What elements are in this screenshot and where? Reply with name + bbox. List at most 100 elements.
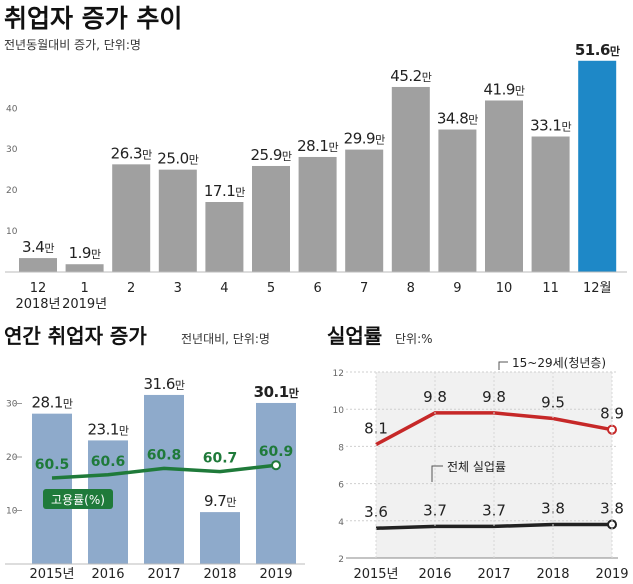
top-bar-label-2: 26.3만 bbox=[111, 144, 152, 162]
top-y-tick-20: 20 bbox=[6, 186, 18, 196]
annual-bar-4 bbox=[256, 402, 296, 564]
unemployment-y-tick-12: 12 bbox=[333, 369, 344, 379]
employment-rate-legend-box bbox=[43, 489, 113, 509]
top-bar-label-5: 25.9만 bbox=[250, 146, 291, 164]
annual-chart-y-ticks: 10 20 30 bbox=[6, 400, 22, 517]
total-callout-line bbox=[431, 465, 443, 482]
unemployment-y-tick-6: 6 bbox=[338, 481, 344, 491]
annual-category-1: 2016 bbox=[91, 567, 124, 582]
annual-category-0: 2015년 bbox=[29, 567, 74, 582]
top-bar-8 bbox=[391, 86, 430, 272]
top-bar-label-9: 34.8만 bbox=[437, 110, 478, 128]
top-category-year-0: 2018년 bbox=[15, 297, 60, 312]
annual-bar-3 bbox=[200, 512, 240, 564]
top-bar-9 bbox=[438, 129, 477, 272]
top-bar-5 bbox=[252, 165, 290, 272]
annual-bar-0 bbox=[32, 413, 72, 564]
unemployment-chart-subtitle: 단위:% bbox=[395, 332, 433, 346]
annual-chart-categories: 2015년 2016 2017 2018 2019 bbox=[29, 567, 292, 582]
annual-chart-subtitle: 전년대비, 단위:명 bbox=[181, 332, 270, 346]
total-series-callout: 전체 실업률 bbox=[431, 460, 506, 482]
top-category-4: 4 bbox=[220, 281, 228, 296]
top-bar-4 bbox=[205, 201, 244, 272]
annual-y-tick-10: 10 bbox=[6, 507, 18, 517]
top-bar-3 bbox=[158, 169, 197, 272]
annual-bar-label-3: 9.7만 bbox=[204, 492, 236, 510]
unemployment-category-0: 2015년 bbox=[353, 567, 398, 582]
unemployment-chart-title: 실업률 bbox=[327, 324, 382, 348]
employment-rate-path bbox=[51, 463, 277, 480]
annual-bar-label-0: 28.1만 bbox=[31, 394, 72, 412]
youth-series-callout: 15~29세(청년층) bbox=[498, 356, 606, 370]
top-bar-11 bbox=[531, 136, 570, 272]
top-category-2: 2 bbox=[127, 281, 135, 296]
employment-rate-label-1: 60.6 bbox=[91, 454, 126, 470]
youth-series-label: 15~29세(청년층) bbox=[512, 356, 606, 370]
employment-rate-label-3: 60.7 bbox=[203, 451, 238, 467]
top-bar-10 bbox=[485, 100, 523, 272]
annual-chart-bars: 28.1만 23.1만 31.6만 9.7만 30.1만 bbox=[31, 375, 299, 564]
unemployment-category-4: 2019 bbox=[595, 567, 628, 582]
top-category-6: 6 bbox=[313, 281, 321, 296]
employment-rate-label-0: 60.5 bbox=[35, 457, 70, 473]
unemployment-y-tick-2: 2 bbox=[338, 555, 344, 565]
unemployment-chart-categories: 2015년 2016 2017 2018 2019 bbox=[353, 372, 629, 582]
top-bar-label-6: 28.1만 bbox=[297, 137, 338, 155]
top-category-8: 8 bbox=[407, 281, 415, 296]
top-category-year-1: 2019년 bbox=[62, 297, 107, 312]
top-bar-6 bbox=[298, 156, 337, 272]
top-category-10: 10 bbox=[496, 281, 513, 296]
unemployment-label-1-1: 3.7 bbox=[423, 501, 447, 519]
top-chart-title: 취업자 증가 추이 bbox=[4, 4, 182, 33]
top-bar-12 bbox=[578, 60, 617, 272]
top-y-tick-10: 10 bbox=[6, 227, 18, 237]
top-y-tick-30: 30 bbox=[6, 145, 18, 155]
top-bar-label-0: 3.4만 bbox=[22, 238, 54, 256]
top-bar-label-8: 45.2만 bbox=[390, 67, 431, 85]
top-chart-y-ticks: 10 20 30 40 bbox=[6, 104, 18, 237]
annual-bar-label-4: 30.1만 bbox=[254, 383, 299, 401]
top-category-11: 11 bbox=[542, 281, 559, 296]
unemployment-category-3: 2018 bbox=[536, 567, 569, 582]
annual-category-3: 2018 bbox=[203, 567, 236, 582]
employment-rate-legend: 고용률(%) bbox=[43, 489, 113, 509]
annual-bar-2 bbox=[144, 394, 184, 564]
annual-bar-label-1: 23.1만 bbox=[87, 420, 128, 438]
top-bar-label-4: 17.1만 bbox=[204, 182, 245, 200]
top-chart-subtitle: 전년동월대비 증가, 단위:명 bbox=[4, 38, 141, 52]
annual-y-tick-20: 20 bbox=[6, 453, 18, 463]
unemployment-category-2: 2017 bbox=[477, 567, 510, 582]
unemployment-series-path-1 bbox=[375, 522, 612, 530]
employment-rate-line: 60.5 60.6 60.8 60.7 60.9 bbox=[35, 444, 294, 480]
employment-rate-label-2: 60.8 bbox=[147, 447, 182, 463]
top-bar-label-10: 41.9만 bbox=[483, 80, 524, 98]
top-bar-label-3: 25.0만 bbox=[157, 150, 198, 168]
top-bar-2 bbox=[112, 164, 151, 272]
top-bar-label-1: 1.9만 bbox=[69, 244, 101, 262]
top-category-7: 7 bbox=[360, 281, 368, 296]
annual-bar-label-2: 31.6만 bbox=[143, 375, 184, 393]
top-category-5: 5 bbox=[267, 281, 275, 296]
annual-chart-title: 연간 취업자 증가 bbox=[4, 324, 147, 348]
unemployment-y-tick-4: 4 bbox=[338, 518, 344, 528]
top-y-tick-40: 40 bbox=[6, 104, 18, 114]
top-chart-bars: 3.4만 1.9만 26.3만 25.0만 17.1만 25.9만 28.1만 29.9만 45… bbox=[19, 41, 620, 272]
top-category-3: 3 bbox=[174, 281, 182, 296]
unemployment-label-1-2: 3.7 bbox=[482, 501, 506, 519]
annual-category-4: 2019 bbox=[259, 567, 292, 582]
employment-rate-end-point bbox=[271, 460, 281, 471]
top-bar-1 bbox=[65, 264, 104, 272]
total-series-label: 전체 실업률 bbox=[447, 460, 506, 474]
annual-category-2: 2017 bbox=[147, 567, 180, 582]
top-category-9: 9 bbox=[453, 281, 461, 296]
unemployment-y-tick-10: 10 bbox=[333, 406, 345, 416]
top-category-0: 12 bbox=[30, 281, 47, 296]
top-category-1: 1 bbox=[80, 281, 88, 296]
unemployment-label-0-3: 9.5 bbox=[541, 394, 565, 412]
unemployment-category-1: 2016 bbox=[418, 567, 451, 582]
employment-rate-label-4: 60.9 bbox=[259, 444, 294, 460]
top-bar-label-7: 29.9만 bbox=[344, 130, 385, 148]
